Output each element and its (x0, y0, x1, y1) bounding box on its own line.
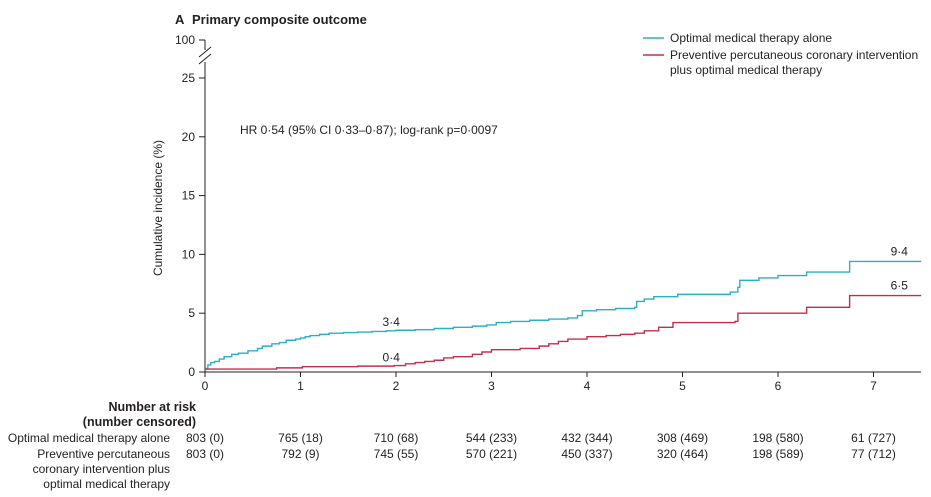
x-tick-label: 5 (679, 379, 686, 393)
end-value-label-1: 9·4 (891, 244, 909, 258)
number-at-risk-table: Number at risk (number censored) Optimal… (8, 400, 896, 491)
y-tick-label: 10 (182, 247, 196, 261)
x-tick-label: 3 (488, 379, 495, 393)
risk-row-label: Preventive percutaneous (37, 447, 170, 461)
x-tick-label: 7 (870, 379, 877, 393)
risk-cell: 544 (233) (466, 431, 517, 445)
axis-break-mark (198, 46, 212, 65)
risk-cell: 198 (589) (752, 447, 803, 461)
y-tick-label: 15 (182, 189, 196, 203)
risk-cell: 570 (221) (466, 447, 517, 461)
risk-cell: 61 (727) (851, 431, 896, 445)
curve-labels: 9·4 3·4 6·5 0·4 (383, 244, 909, 364)
x-tick-label: 0 (202, 379, 209, 393)
risk-heading-line1: Number at risk (108, 400, 196, 414)
hazard-ratio-annotation: HR 0·54 (95% CI 0·33–0·87); log-rank p=0… (240, 123, 498, 137)
end-value-label-2: 6·5 (891, 279, 909, 293)
x-ticks: 0 1 2 3 4 5 6 7 (202, 372, 877, 393)
risk-cell: 198 (580) (752, 431, 803, 445)
point-value-label-1: 3·4 (383, 315, 401, 329)
legend-label-2: Preventive percutaneous coronary interve… (670, 48, 918, 77)
point-value-label-2: 0·4 (383, 350, 401, 364)
y-ticks: 0 5 10 15 20 25 (182, 71, 205, 379)
x-tick-label: 4 (584, 379, 591, 393)
risk-cell: 432 (344) (561, 431, 612, 445)
risk-cell: 745 (55) (374, 447, 419, 461)
risk-row-label: Optimal medical therapy alone (8, 431, 170, 445)
y-tick-label: 20 (182, 130, 196, 144)
risk-cell: 803 (0) (186, 431, 224, 445)
y-axis-label: Cumulative incidence (%) (151, 140, 165, 276)
x-tick-label: 2 (393, 379, 400, 393)
x-tick-label: 1 (297, 379, 304, 393)
y-tick-label: 25 (182, 71, 196, 85)
x-tick-label: 6 (775, 379, 782, 393)
risk-cell: 77 (712) (851, 447, 896, 461)
panel-title: Primary composite outcome (192, 12, 367, 27)
axes: 100 (175, 33, 921, 373)
risk-cell: 803 (0) (186, 447, 224, 461)
panel-letter: A (175, 12, 185, 27)
risk-cell: 450 (337) (561, 447, 612, 461)
y-tick-label: 0 (188, 365, 195, 379)
legend: Optimal medical therapy alone Preventive … (643, 31, 918, 77)
legend-label-1: Optimal medical therapy alone (670, 31, 832, 45)
risk-row-label: optimal medical therapy (43, 477, 170, 491)
risk-heading-line2: (number censored) (83, 415, 196, 429)
series-line-1 (205, 260, 922, 370)
survival-curves (205, 260, 922, 370)
y-tick-label: 5 (188, 306, 195, 320)
risk-cell: 320 (464) (657, 447, 708, 461)
risk-cell: 308 (469) (657, 431, 708, 445)
risk-row-label: coronary intervention plus (33, 462, 170, 476)
y-tick-label-top: 100 (175, 33, 195, 47)
series-line-2 (205, 294, 922, 370)
risk-cell: 792 (9) (281, 447, 319, 461)
risk-cell: 765 (18) (278, 431, 323, 445)
risk-cell: 710 (68) (374, 431, 419, 445)
